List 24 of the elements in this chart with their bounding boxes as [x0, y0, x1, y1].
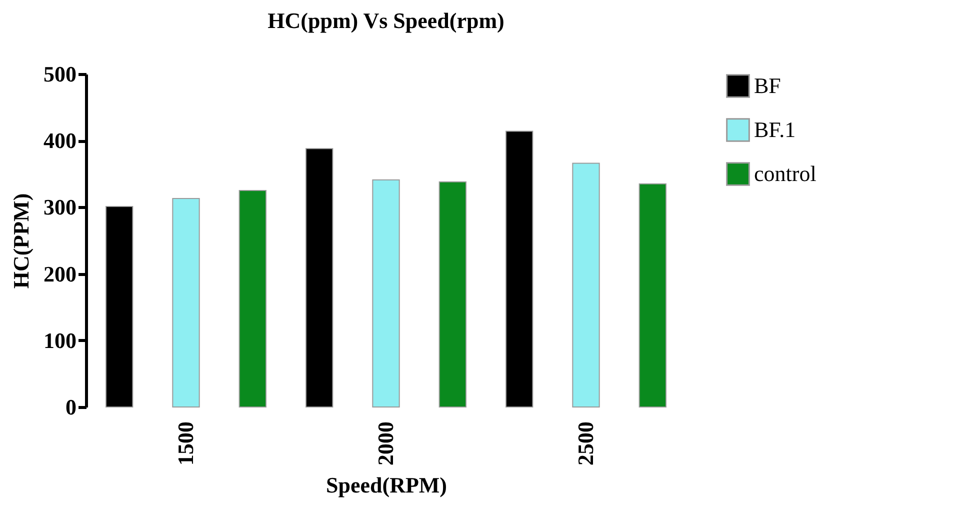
y-tick-label: 500 [44, 62, 76, 86]
legend-label: control [754, 161, 816, 186]
bar [306, 148, 334, 408]
x-axis-title: Speed(RPM) [326, 472, 447, 498]
chart-title: HC(ppm) Vs Speed(rpm) [268, 8, 504, 33]
bar [238, 190, 266, 408]
bar [506, 130, 534, 408]
bar [438, 181, 466, 408]
bar [572, 162, 600, 408]
bar [172, 198, 200, 408]
y-tick-label: 200 [44, 261, 76, 286]
y-axis-title: HC(PPM) [8, 193, 34, 289]
y-tick-label: 300 [44, 194, 76, 220]
bar [106, 206, 134, 408]
legend-label: BF [754, 73, 781, 98]
y-tick-label: 400 [44, 128, 76, 154]
bar [372, 179, 400, 408]
legend-label: BF.1 [754, 117, 796, 142]
x-tick-label: 1500 [173, 422, 198, 466]
x-tick-label: 2500 [573, 422, 598, 466]
x-tick-label: 2000 [373, 422, 398, 466]
y-tick-label: 0 [66, 394, 76, 420]
bar [638, 183, 666, 408]
y-tick-label: 100 [44, 328, 76, 353]
